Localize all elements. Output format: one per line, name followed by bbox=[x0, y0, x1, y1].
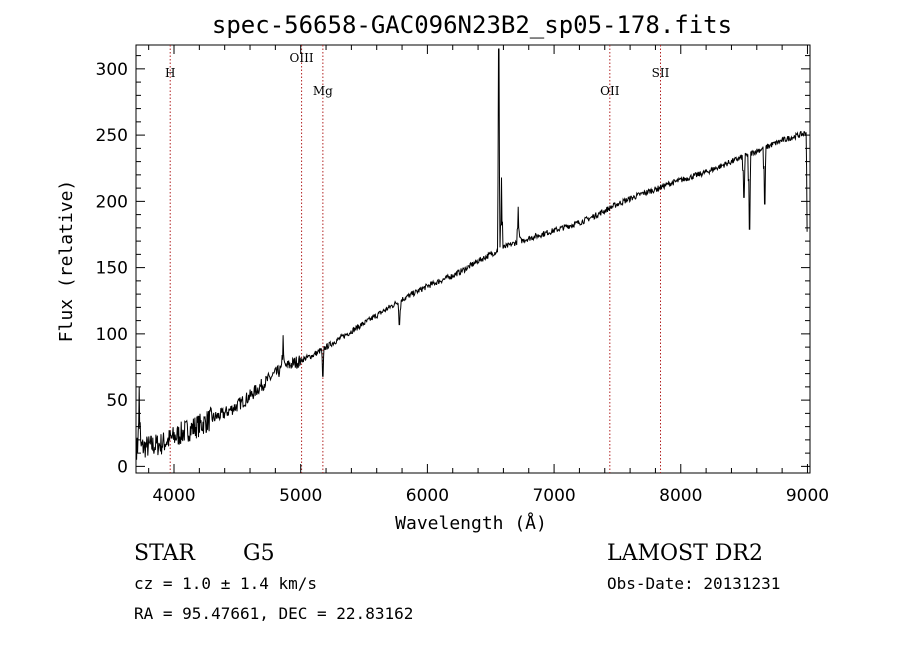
plot-frame bbox=[135, 44, 811, 474]
y-tick-label: 150 bbox=[96, 259, 128, 279]
y-tick-label: 0 bbox=[117, 457, 128, 477]
survey-name: LAMOST DR2 bbox=[607, 541, 763, 566]
y-axis-label: Flux (relative) bbox=[56, 180, 77, 343]
x-tick-label: 9000 bbox=[786, 486, 829, 506]
coordinates-text: RA = 95.47661, DEC = 22.83162 bbox=[134, 604, 413, 623]
x-tick-label: 7000 bbox=[532, 486, 575, 506]
x-tick-label: 6000 bbox=[406, 486, 449, 506]
x-tick-label: 5000 bbox=[279, 486, 322, 506]
reference-line-label: OII bbox=[600, 84, 620, 98]
reference-lines: H OIII Mg OII SII bbox=[165, 45, 670, 473]
chart-title: spec-56658-GAC096N23B2_sp05-178.fits bbox=[212, 11, 732, 39]
object-class: STAR bbox=[134, 541, 196, 566]
y-tick-label: 250 bbox=[96, 126, 128, 146]
spectrum-line bbox=[136, 48, 808, 460]
redshift-text: cz = 1.0 ± 1.4 km/s bbox=[134, 574, 317, 593]
y-tick-label: 200 bbox=[96, 192, 128, 212]
reference-line-label: Mg bbox=[313, 84, 333, 98]
x-tick-label: 4000 bbox=[152, 486, 195, 506]
observation-date: Obs-Date: 20131231 bbox=[607, 574, 780, 593]
y-tick-label: 300 bbox=[96, 60, 128, 80]
y-tick-label: 50 bbox=[106, 391, 128, 411]
reference-line-label: SII bbox=[652, 66, 670, 80]
reference-line-label: OIII bbox=[290, 51, 314, 65]
y-tick-label: 100 bbox=[96, 325, 128, 345]
x-tick-label: 8000 bbox=[659, 486, 702, 506]
reference-line-label: H bbox=[165, 66, 175, 80]
object-subclass: G5 bbox=[243, 541, 275, 566]
axis-tick-labels: 4000 5000 6000 7000 8000 9000 0 50 100 150 200 250 3… bbox=[96, 60, 830, 506]
x-axis-label: Wavelength (Å) bbox=[395, 512, 547, 534]
